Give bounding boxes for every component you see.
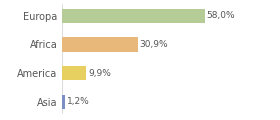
Text: 58,0%: 58,0% — [206, 11, 235, 20]
Text: 30,9%: 30,9% — [140, 40, 168, 49]
Bar — [62, 95, 65, 109]
Text: 9,9%: 9,9% — [88, 69, 111, 78]
Bar — [62, 66, 86, 80]
Bar — [62, 9, 204, 23]
Bar — [62, 37, 138, 52]
Text: 1,2%: 1,2% — [67, 97, 89, 106]
